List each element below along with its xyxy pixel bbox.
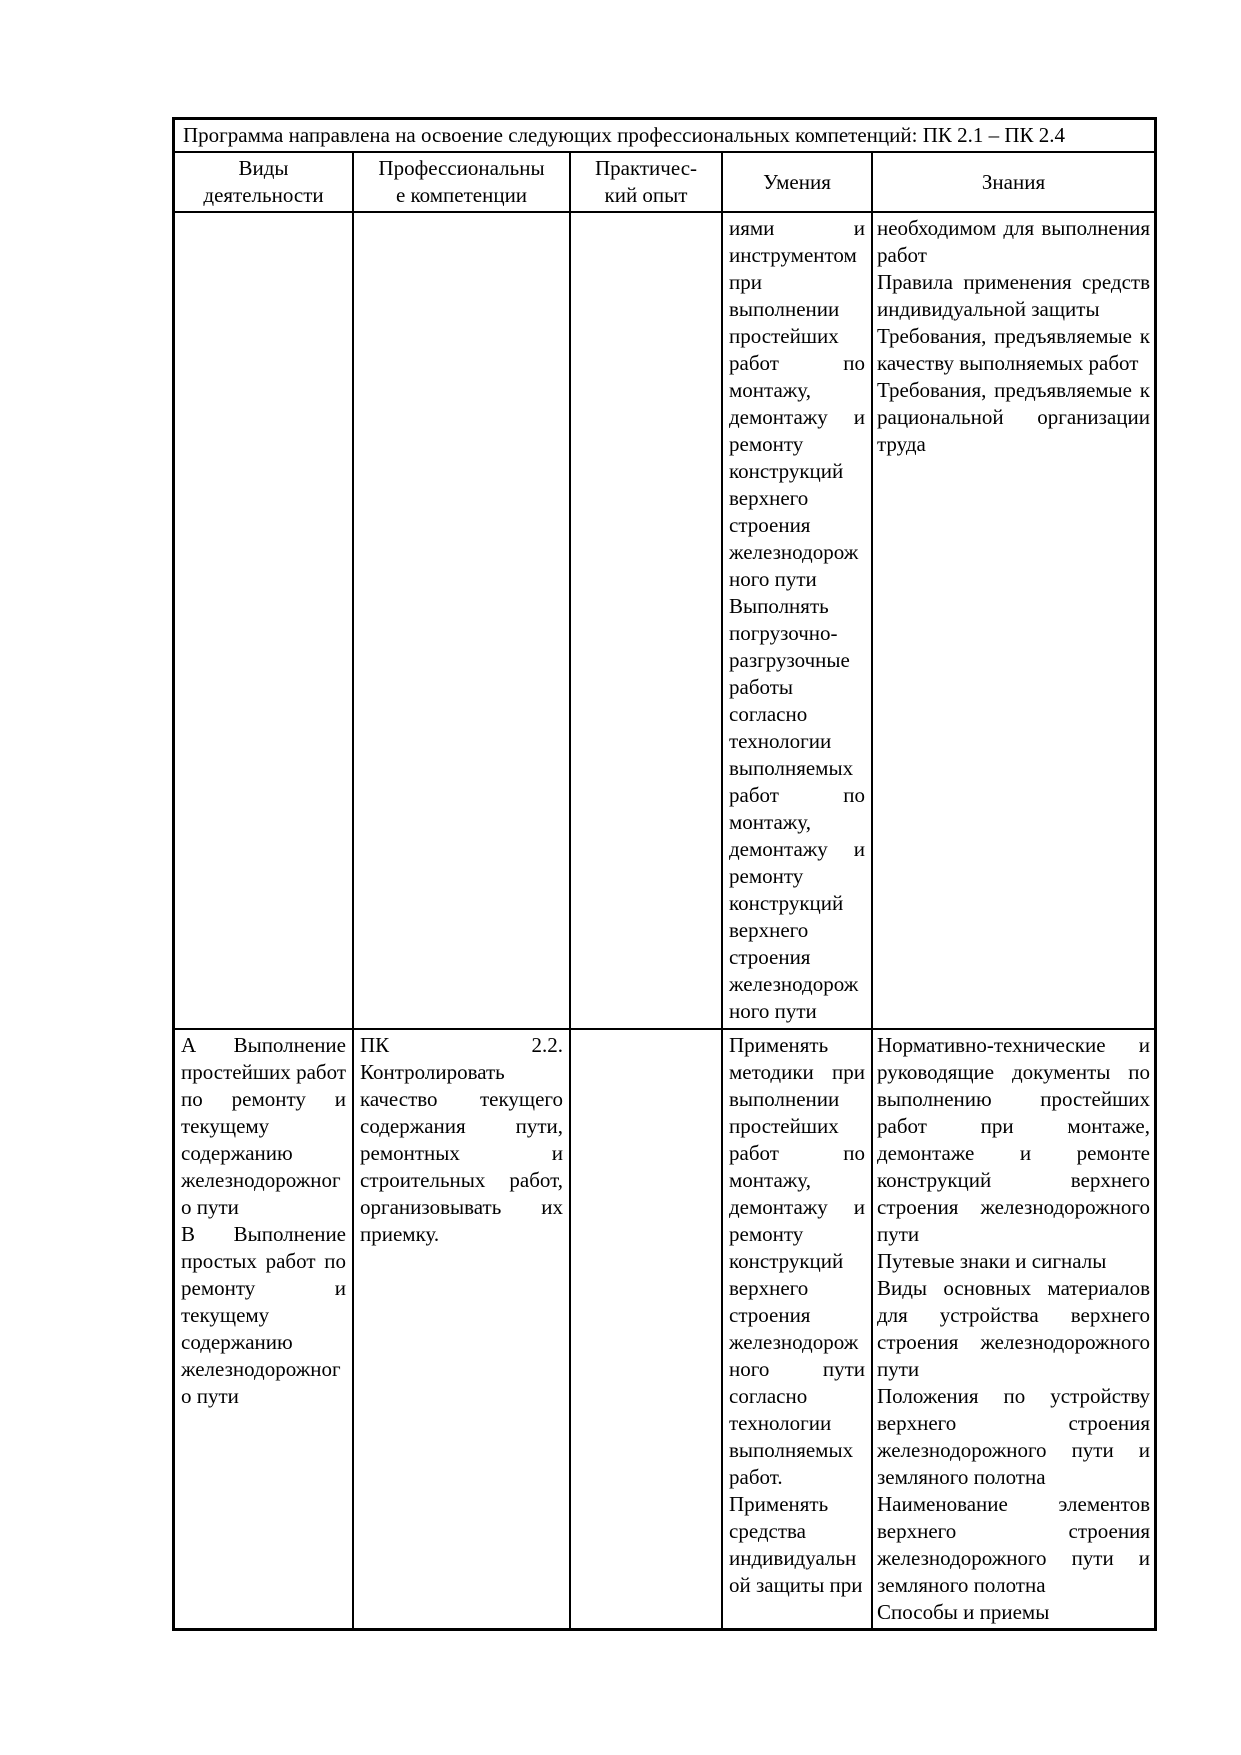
- paragraph: ПК 2.2. Контролировать качество текущего…: [360, 1033, 563, 1246]
- col-header-knowledge-label: Знания: [981, 169, 1046, 194]
- paragraph: А Выполнение простейших работ по ремонту…: [181, 1033, 346, 1219]
- cell-skills-row1: иями и инструментом при выполнении прост…: [722, 212, 872, 1029]
- cell-competencies-row1: [353, 212, 570, 1029]
- paragraph: В Выполнение простых работ по ремонту и …: [181, 1222, 346, 1408]
- col-header-competencies-label: Профессиональны е компетенции: [378, 156, 545, 207]
- program-intro-cell: Программа направлена на освоение следующ…: [174, 119, 1155, 152]
- paragraph: Требования, предъявляемые к качеству вып…: [877, 324, 1150, 375]
- cell-knowledge-row2: Нормативно-технические и руководящие док…: [872, 1029, 1155, 1629]
- col-header-activities-label: Виды деятельности: [203, 156, 324, 207]
- paragraph: Наименование элементов верхнего строения…: [877, 1492, 1150, 1597]
- paragraph: Требования, предъявляемые к рациональной…: [877, 378, 1150, 456]
- paragraph: Путевые знаки и сигналы: [877, 1249, 1107, 1273]
- col-header-experience-label: Практичес- кий опыт: [594, 156, 698, 207]
- paragraph: Правила применения средств индивидуально…: [877, 270, 1150, 321]
- paragraph: Способы и приемы: [877, 1600, 1050, 1624]
- cell-experience-row1: [570, 212, 722, 1029]
- paragraph: Применять методики при выполнении просте…: [729, 1033, 865, 1489]
- cell-skills-row2: Применять методики при выполнении просте…: [722, 1029, 872, 1629]
- paragraph: Применять средства индивидуальной защиты…: [729, 1492, 863, 1597]
- paragraph: Виды основных материалов для устройства …: [877, 1276, 1150, 1381]
- col-header-experience: Практичес- кий опыт: [570, 152, 722, 212]
- paragraph: Положения по устройству верхнего строени…: [877, 1384, 1150, 1489]
- col-header-activities: Виды деятельности: [174, 152, 353, 212]
- cell-experience-row2: [570, 1029, 722, 1629]
- paragraph: Выполнять погрузочно-разгрузочные работы…: [729, 594, 865, 1023]
- competencies-table: Программа направлена на освоение следующ…: [172, 117, 1157, 1631]
- cell-activities-row1: [174, 212, 353, 1029]
- col-header-knowledge: Знания: [872, 152, 1155, 212]
- paragraph: необходимом для выполнения работ: [877, 216, 1150, 267]
- cell-competencies-row2: ПК 2.2. Контролировать качество текущего…: [353, 1029, 570, 1629]
- cell-knowledge-row1: необходимом для выполнения работ Правила …: [872, 212, 1155, 1029]
- cell-activities-row2: А Выполнение простейших работ по ремонту…: [174, 1029, 353, 1629]
- col-header-skills-label: Умения: [763, 169, 831, 194]
- paragraph: иями и инструментом при выполнении прост…: [729, 216, 865, 591]
- col-header-competencies: Профессиональны е компетенции: [353, 152, 570, 212]
- col-header-skills: Умения: [722, 152, 872, 212]
- paragraph: Нормативно-технические и руководящие док…: [877, 1033, 1150, 1246]
